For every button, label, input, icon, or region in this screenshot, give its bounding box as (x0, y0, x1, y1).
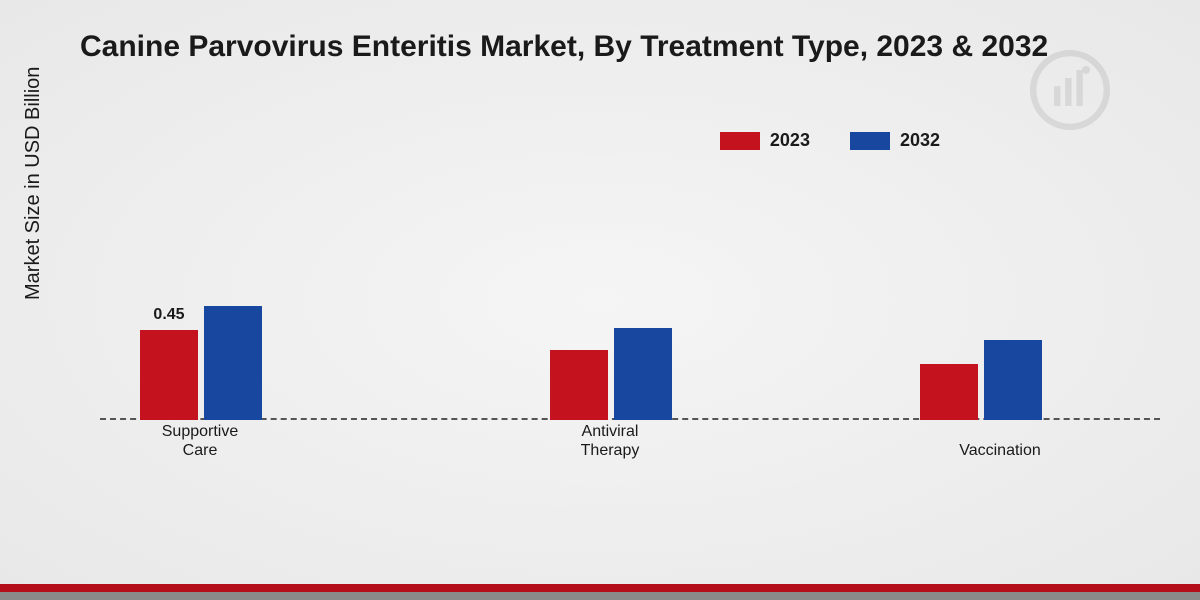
category-text-0: SupportiveCare (162, 423, 239, 459)
y-axis-label: Market Size in USD Billion (22, 67, 45, 300)
legend: 2023 2032 (720, 130, 940, 151)
bar-2023-2 (920, 364, 978, 420)
bar-2023-1 (550, 350, 608, 420)
category-text-2: Vaccination (959, 442, 1041, 459)
legend-swatch-2032 (850, 132, 890, 150)
bar-2032-2 (984, 340, 1042, 420)
category-label-2: Vaccination (930, 441, 1070, 460)
category-label-0: SupportiveCare (130, 422, 270, 460)
bar-2032-0 (204, 306, 262, 420)
bar-value-2023-0: 0.45 (153, 306, 184, 324)
category-label-1: AntiviralTherapy (540, 422, 680, 460)
category-text-1: AntiviralTherapy (581, 423, 640, 459)
footer-bar (0, 584, 1200, 600)
bar-group-2 (920, 340, 1042, 420)
watermark-logo (1030, 50, 1110, 130)
bar-2023-0: 0.45 (140, 330, 198, 420)
bar-group-0: 0.45 (140, 306, 262, 420)
chart-title: Canine Parvovirus Enteritis Market, By T… (80, 30, 1048, 64)
chart-area: 0.45 SupportiveCare AntiviralTherapy Vac… (100, 180, 1160, 460)
legend-item-2023: 2023 (720, 130, 810, 151)
legend-label-2032: 2032 (900, 130, 940, 151)
legend-swatch-2023 (720, 132, 760, 150)
legend-label-2023: 2023 (770, 130, 810, 151)
bar-2032-1 (614, 328, 672, 420)
footer-red-strip (0, 584, 1200, 592)
footer-gray-strip (0, 592, 1200, 600)
bar-group-1 (550, 328, 672, 420)
legend-item-2032: 2032 (850, 130, 940, 151)
